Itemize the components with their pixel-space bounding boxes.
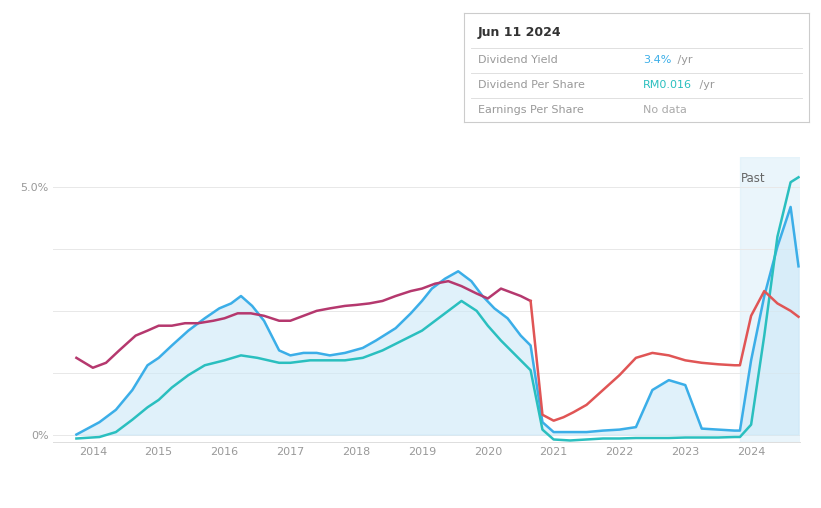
Text: No data: No data xyxy=(643,105,687,115)
Text: Dividend Per Share: Dividend Per Share xyxy=(478,80,585,90)
Text: Earnings Per Share: Earnings Per Share xyxy=(478,105,584,115)
Text: 3.4%: 3.4% xyxy=(643,55,672,65)
Bar xyxy=(740,157,821,442)
Text: Dividend Yield: Dividend Yield xyxy=(478,55,557,65)
Text: Jun 11 2024: Jun 11 2024 xyxy=(478,26,562,39)
Text: /yr: /yr xyxy=(696,80,715,90)
Text: RM0.016: RM0.016 xyxy=(643,80,692,90)
Text: /yr: /yr xyxy=(673,55,692,65)
Text: Past: Past xyxy=(741,172,766,185)
